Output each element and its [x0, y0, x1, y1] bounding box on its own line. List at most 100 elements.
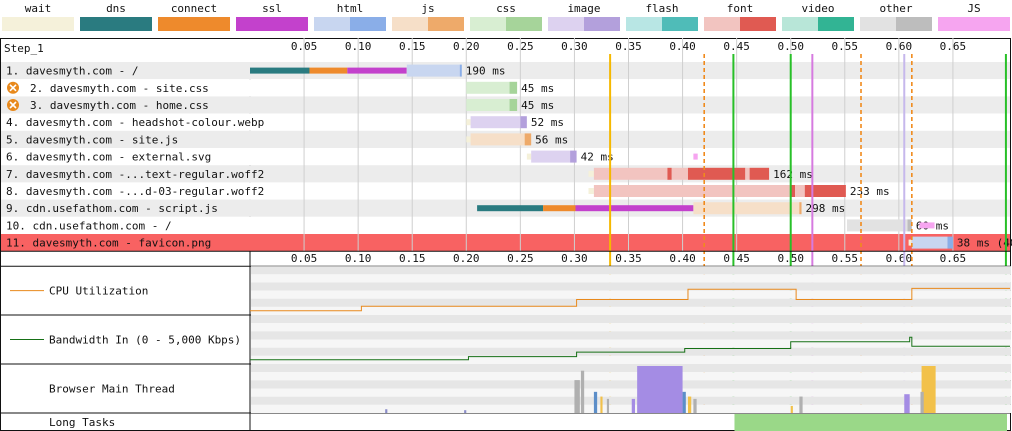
legend-swatch [314, 17, 386, 31]
legend-swatch [626, 17, 698, 31]
request-segment-dl [667, 167, 672, 180]
legend-label: wait [24, 2, 52, 15]
legend-label: css [496, 2, 516, 15]
request-segment-dl [509, 81, 518, 94]
request-segment-wait [466, 119, 471, 126]
request-duration: 52 ms [531, 116, 564, 129]
bandwidth-band [251, 323, 1011, 332]
request-duration: 45 ms [521, 99, 554, 112]
tick-label-bottom: 0.65 [940, 252, 967, 265]
request-segment-ttfb [470, 116, 521, 129]
main-thread-activity [682, 391, 686, 413]
legend-swatch [236, 17, 308, 31]
legend-swatch [860, 17, 932, 31]
tick-label-bottom: 0.55 [832, 252, 859, 265]
main-thread-activity [920, 391, 924, 413]
request-duration: 298 ms [806, 202, 846, 215]
legend-swatch [2, 17, 74, 31]
request-segment-ttfb [406, 64, 460, 77]
request-segment-ttfb [671, 167, 688, 180]
main-thread-activity [593, 391, 598, 413]
legend-label: other [879, 2, 913, 15]
bandwidth-band [251, 315, 1011, 324]
request-segment-dl [907, 219, 912, 232]
main-thread-band [251, 380, 1011, 389]
main-thread-band [251, 396, 1011, 405]
request-segment-ttfb [531, 150, 571, 163]
request-segment-ttfb [795, 185, 805, 197]
long-tasks-label: Long Tasks [49, 416, 115, 429]
request-segment-ttfb [593, 185, 791, 197]
legend-label: font [726, 2, 754, 15]
tick-label-top: 0.60 [886, 40, 913, 53]
tick-label-bottom: 0.25 [507, 252, 534, 265]
main-thread-activity [464, 410, 467, 413]
row-background [1, 216, 1010, 234]
legend-label: html [336, 2, 364, 15]
tick-label-top: 0.65 [940, 40, 967, 53]
main-thread-activity [799, 396, 803, 413]
main-thread-band [251, 388, 1011, 397]
js-execution-mark [919, 222, 935, 229]
tick-label-bottom: 0.60 [886, 252, 913, 265]
request-row: 4. davesmyth.com - headshot-colour.webp 5… [6, 116, 564, 129]
request-segment-ssl [347, 67, 407, 74]
main-thread-label: Browser Main Thread [49, 383, 175, 396]
cpu-band [251, 282, 1011, 291]
bandwidth-band [251, 339, 1011, 348]
tick-label-bottom: 0.05 [291, 252, 318, 265]
request-segment-dl [799, 202, 802, 215]
request-segment-connect [309, 67, 348, 74]
request-label: 4. davesmyth.com - headshot-colour.webp [6, 116, 264, 129]
cpu-band [251, 306, 1011, 315]
cpu-band [251, 274, 1011, 283]
request-segment-ttfb [466, 99, 510, 111]
tick-label-top: 0.50 [777, 40, 804, 53]
request-segment-ttfb [693, 202, 800, 215]
tick-label-top: 0.30 [561, 40, 588, 53]
legend-label: video [801, 2, 835, 15]
request-segment-wait [908, 239, 912, 246]
tick-label-bottom: 0.40 [669, 252, 696, 265]
tick-label-top: 0.25 [507, 40, 534, 53]
request-row: 5. davesmyth.com - site.js 56 ms [6, 133, 568, 146]
request-label: 9. cdn.usefathom.com - script.js [6, 202, 218, 215]
row-background [1, 148, 1010, 166]
request-row: 7. davesmyth.com -...text-regular.woff2 1… [6, 167, 813, 181]
request-segment-dl [524, 133, 532, 146]
main-thread-activity [600, 396, 603, 413]
legend-swatch [704, 17, 776, 31]
request-duration: 45 ms [521, 82, 554, 95]
legend-label: image [567, 2, 601, 15]
legend-swatch [782, 17, 854, 31]
request-label: 10. cdn.usefathom.com - / [6, 219, 172, 232]
request-segment-dl [570, 150, 577, 163]
tick-label-top: 0.35 [615, 40, 642, 53]
main-thread-activity [574, 380, 580, 413]
js-execution-mark [693, 153, 698, 160]
request-duration: 38 ms (404) [957, 237, 1012, 250]
legend-label: connect [170, 2, 218, 15]
request-duration: 42 ms [581, 151, 614, 164]
request-label: 6. davesmyth.com - external.svg [6, 151, 211, 164]
main-thread-band [251, 364, 1011, 373]
main-thread-activity [385, 409, 388, 413]
request-row: 6. davesmyth.com - external.svg 42 ms [6, 150, 614, 164]
cpu-line [250, 287, 1010, 312]
request-segment-ttfb [911, 236, 948, 249]
bandwidth-line [250, 336, 1010, 361]
request-duration: 190 ms [466, 65, 506, 78]
bandwidth-band [251, 355, 1011, 364]
main-thread-activity [904, 394, 910, 413]
cross-icon [9, 101, 17, 109]
cpu-band [251, 298, 1011, 307]
request-label: 2. davesmyth.com - site.css [30, 82, 209, 95]
legend-swatch [80, 17, 152, 31]
cpu-label: CPU Utilization [49, 285, 148, 298]
request-segment-dl [520, 116, 527, 129]
tick-label-top: 0.10 [345, 40, 372, 53]
request-row: 8. davesmyth.com -...d-03-regular.woff2 2… [6, 185, 890, 198]
request-segment-connect [543, 205, 576, 212]
request-row: 9. cdn.usefathom.com - script.js 298 ms [6, 202, 845, 215]
